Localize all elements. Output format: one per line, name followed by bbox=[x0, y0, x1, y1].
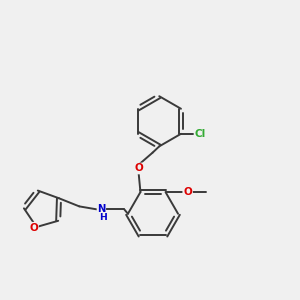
Text: O: O bbox=[29, 223, 38, 233]
Text: H: H bbox=[99, 213, 107, 222]
Text: O: O bbox=[134, 164, 143, 173]
Text: O: O bbox=[183, 187, 192, 197]
Text: Cl: Cl bbox=[194, 129, 206, 139]
Text: N: N bbox=[97, 204, 106, 214]
